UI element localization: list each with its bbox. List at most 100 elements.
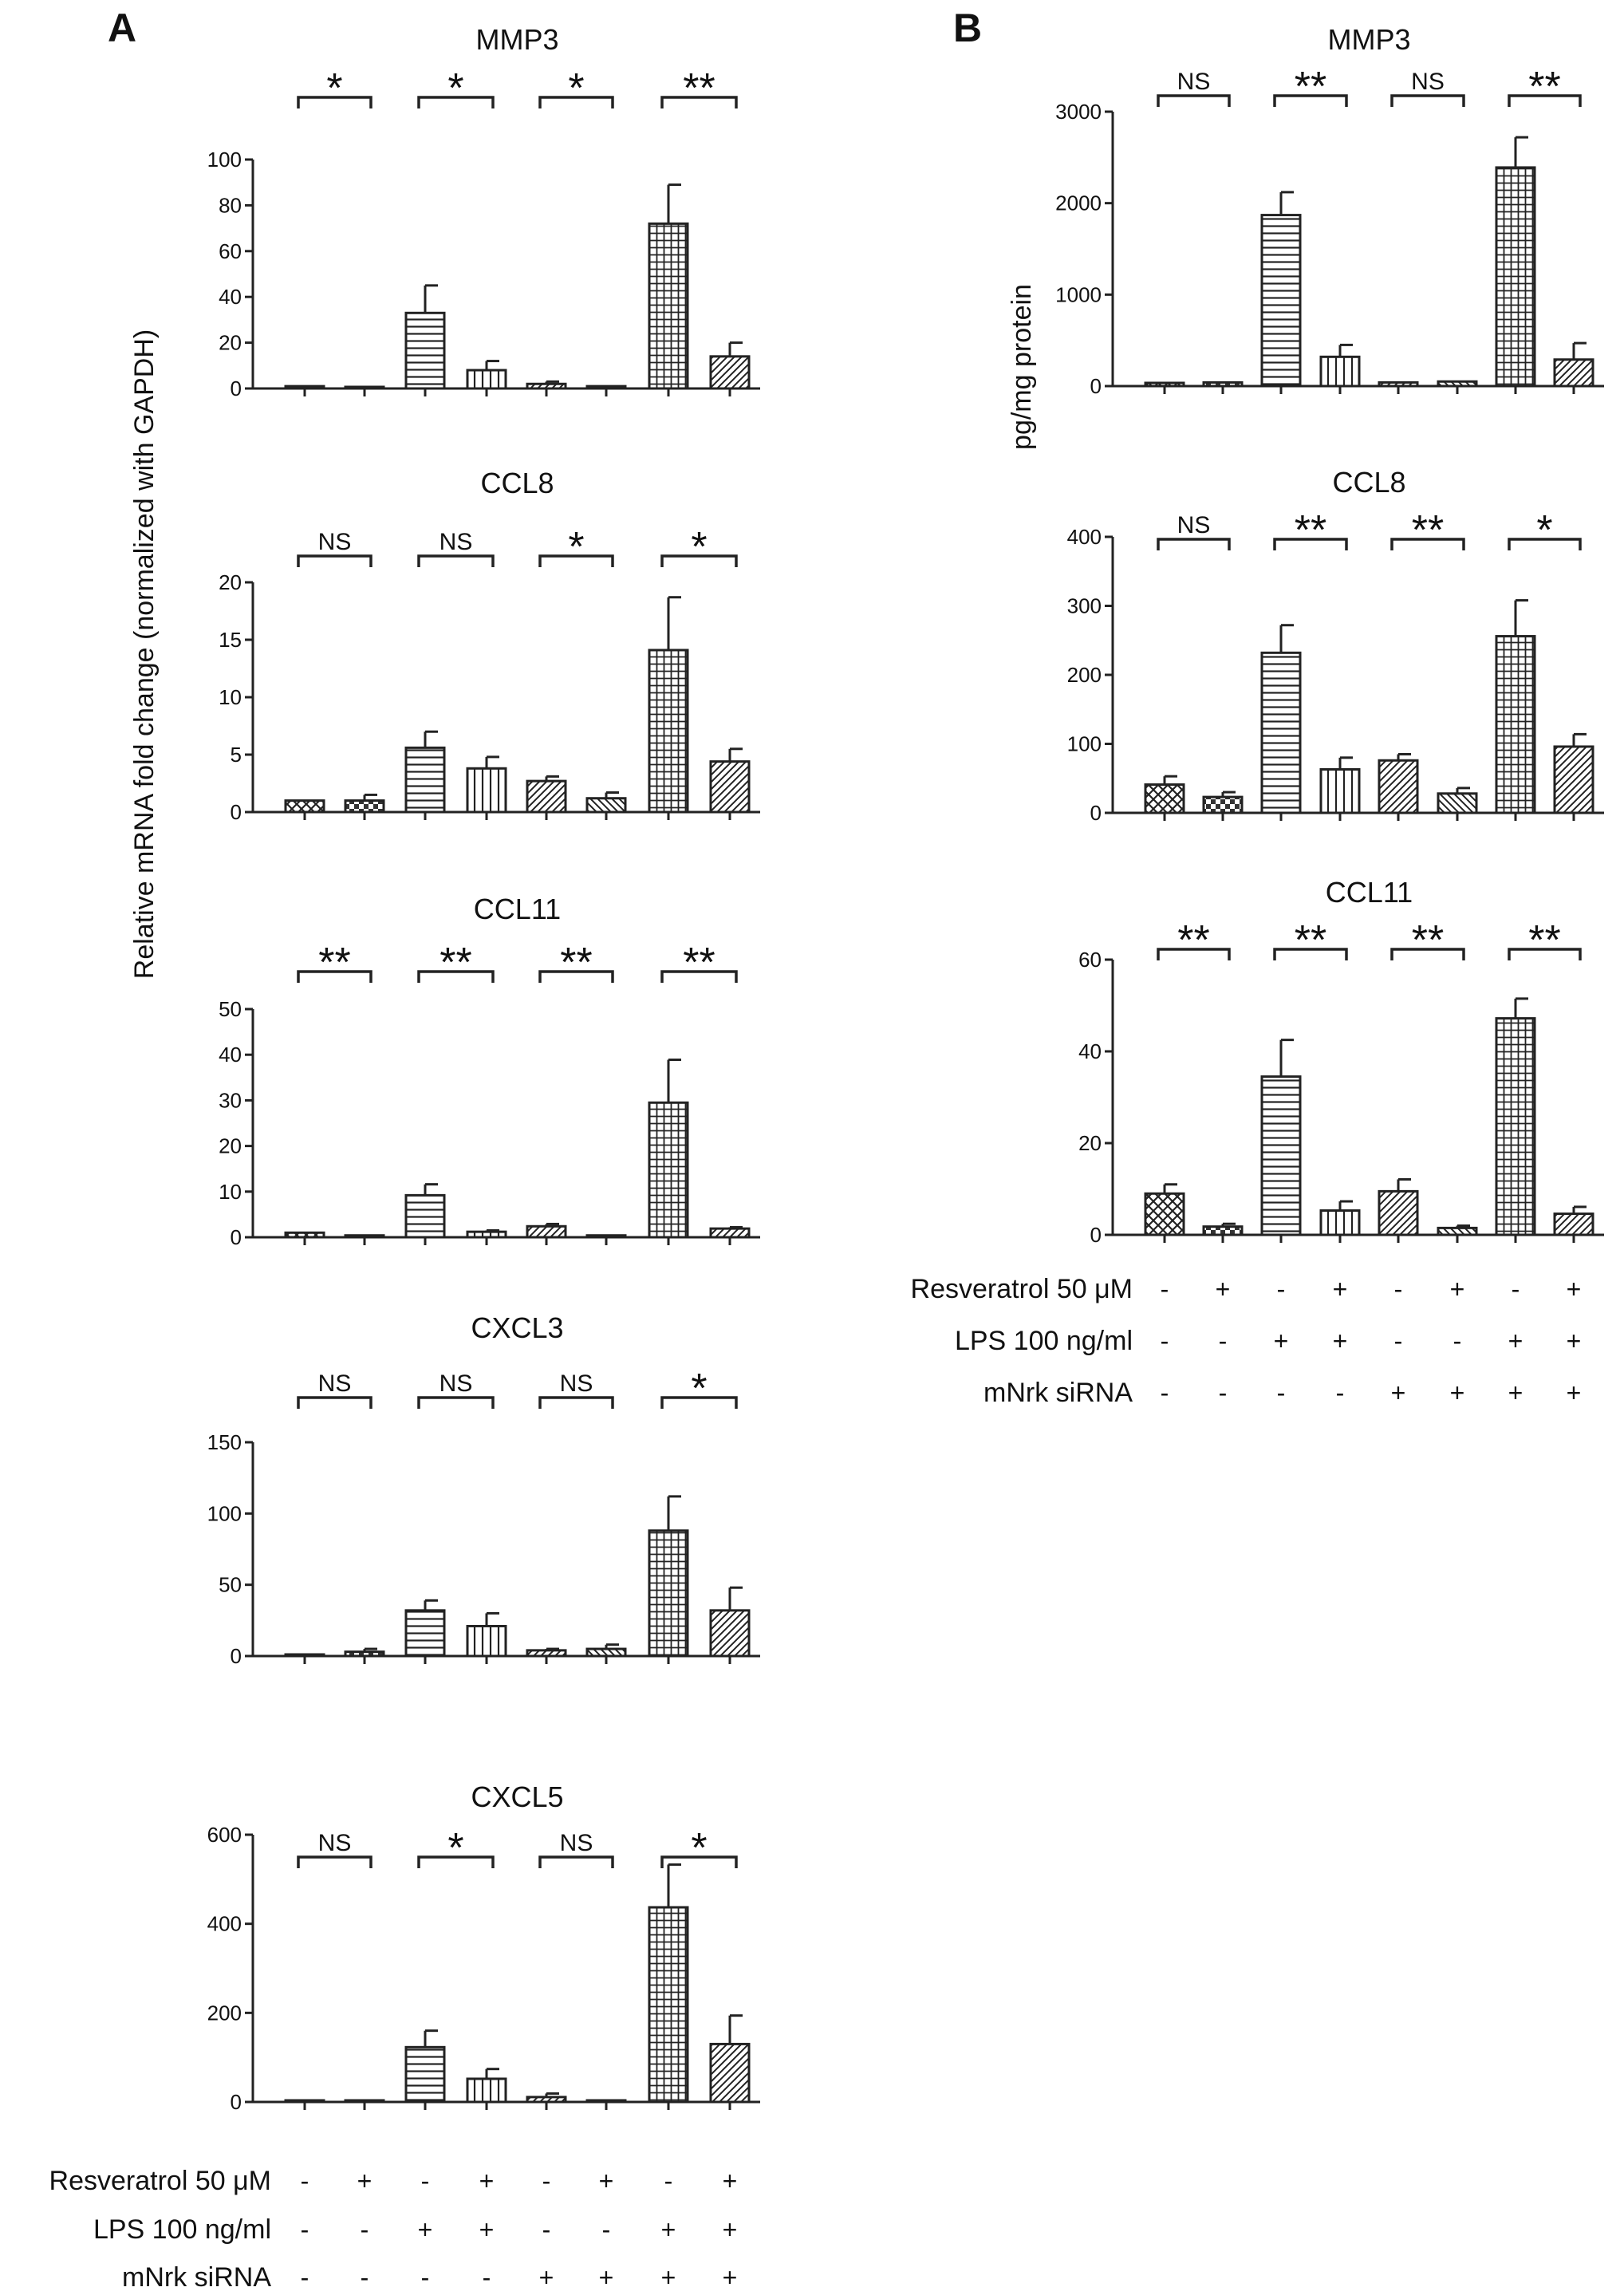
y-tick-label: 15 xyxy=(219,628,242,652)
significance-bracket xyxy=(660,554,738,567)
condition-label: Resveratrol 50 μM xyxy=(911,1274,1133,1304)
chart-title: CCL11 xyxy=(1326,876,1413,909)
y-tick-label: 150 xyxy=(207,1430,242,1454)
bar xyxy=(585,2099,627,2104)
bar xyxy=(709,760,751,814)
condition-symbol: - xyxy=(602,2215,611,2244)
condition-label: mNrk siRNA xyxy=(983,1378,1133,1408)
significance-bracket xyxy=(297,96,372,108)
y-tick-label: 20 xyxy=(1078,1131,1102,1155)
y-tick-label: 0 xyxy=(231,1225,242,1249)
bar xyxy=(585,1234,627,1239)
significance-label: * xyxy=(326,65,342,112)
condition-label: LPS 100 ng/ml xyxy=(93,2214,271,2245)
y-tick-label: 0 xyxy=(1090,374,1102,398)
panel-b-y-axis-label: pg/mg protein xyxy=(1007,284,1037,450)
significance-label: * xyxy=(447,65,463,112)
bar xyxy=(1144,381,1185,388)
bar xyxy=(526,1224,567,1239)
bar xyxy=(585,1647,627,1658)
y-tick-label: 20 xyxy=(219,1134,242,1158)
bar xyxy=(1144,783,1185,814)
condition-symbol: + xyxy=(599,2167,614,2195)
condition-symbol: - xyxy=(301,2263,309,2292)
y-tick-label: 40 xyxy=(219,1043,242,1067)
condition-label: mNrk siRNA xyxy=(122,2262,271,2293)
significance-bracket xyxy=(1390,94,1465,107)
significance-bracket xyxy=(297,970,372,983)
condition-symbol: + xyxy=(1333,1275,1348,1303)
y-tick-label: 3000 xyxy=(1055,100,1102,124)
condition-symbol: + xyxy=(1450,1378,1465,1407)
chart-b-mmp3: MMP3 0 1000 2000 3000 NS ** NS ** xyxy=(1055,23,1604,398)
significance-bracket xyxy=(1157,538,1231,550)
significance-bracket xyxy=(417,970,495,983)
significance-bracket xyxy=(660,96,738,108)
condition-symbol: - xyxy=(1394,1327,1403,1355)
bar xyxy=(344,1234,385,1239)
significance-bracket xyxy=(660,1855,738,1868)
significance-label: ** xyxy=(1295,917,1326,964)
y-tick-label: 20 xyxy=(219,331,242,355)
significance-bracket xyxy=(417,96,495,108)
significance-label: NS xyxy=(440,1370,473,1397)
condition-symbol: + xyxy=(1567,1275,1582,1303)
y-tick-label: 10 xyxy=(219,685,242,709)
y-tick-label: 1000 xyxy=(1055,282,1102,306)
y-tick-label: 100 xyxy=(207,148,242,172)
bar xyxy=(709,1609,751,1658)
significance-label: * xyxy=(447,1825,463,1871)
significance-bracket xyxy=(417,1855,495,1868)
bar xyxy=(344,2099,385,2104)
bar xyxy=(1437,1226,1478,1236)
y-tick-label: 100 xyxy=(1067,732,1102,756)
significance-label: ** xyxy=(1528,64,1560,110)
significance-label: * xyxy=(568,65,584,112)
condition-symbol: - xyxy=(361,2263,369,2292)
y-tick-label: 200 xyxy=(1067,663,1102,687)
bar xyxy=(1260,1075,1302,1236)
significance-label: NS xyxy=(560,1830,593,1856)
bar xyxy=(526,779,567,814)
panel-a-y-axis-label: Relative mRNA fold change (normalized wi… xyxy=(129,329,160,979)
y-tick-label: 50 xyxy=(219,1573,242,1597)
significance-label: ** xyxy=(1295,507,1326,554)
significance-label: ** xyxy=(683,940,715,986)
condition-symbol: - xyxy=(1336,1378,1345,1407)
y-tick-label: 0 xyxy=(231,800,242,824)
y-tick-label: 40 xyxy=(219,285,242,309)
y-tick-label: 0 xyxy=(231,1644,242,1668)
bar xyxy=(284,1653,325,1658)
significance-bracket xyxy=(538,970,614,983)
significance-label: NS xyxy=(440,529,473,555)
significance-label: NS xyxy=(318,1370,352,1397)
condition-symbol: - xyxy=(1277,1378,1286,1407)
significance-label: ** xyxy=(440,940,471,986)
y-tick-label: 0 xyxy=(231,377,242,400)
condition-symbol: + xyxy=(479,2167,495,2195)
bar xyxy=(466,1230,507,1239)
significance-label: * xyxy=(1536,507,1552,554)
condition-symbol: + xyxy=(599,2263,614,2292)
bar xyxy=(1202,381,1244,388)
chart-a-cxcl3: CXCL3 0 50 100 150 NS NS NS * xyxy=(207,1311,760,1668)
condition-symbol: + xyxy=(661,2215,676,2244)
significance-bracket xyxy=(538,554,614,567)
condition-symbol: + xyxy=(418,2215,433,2244)
condition-symbol: - xyxy=(1161,1275,1169,1303)
bar xyxy=(466,767,507,814)
bar xyxy=(1378,759,1419,814)
significance-label: * xyxy=(691,524,707,570)
significance-label: ** xyxy=(1412,917,1444,964)
condition-symbol: - xyxy=(301,2167,309,2195)
bar xyxy=(1319,355,1361,388)
bar xyxy=(648,649,689,814)
condition-label: LPS 100 ng/ml xyxy=(955,1326,1133,1356)
condition-symbol: - xyxy=(1394,1275,1403,1303)
bar xyxy=(466,2077,507,2104)
condition-symbol: - xyxy=(1161,1378,1169,1407)
condition-symbol: - xyxy=(421,2167,430,2195)
